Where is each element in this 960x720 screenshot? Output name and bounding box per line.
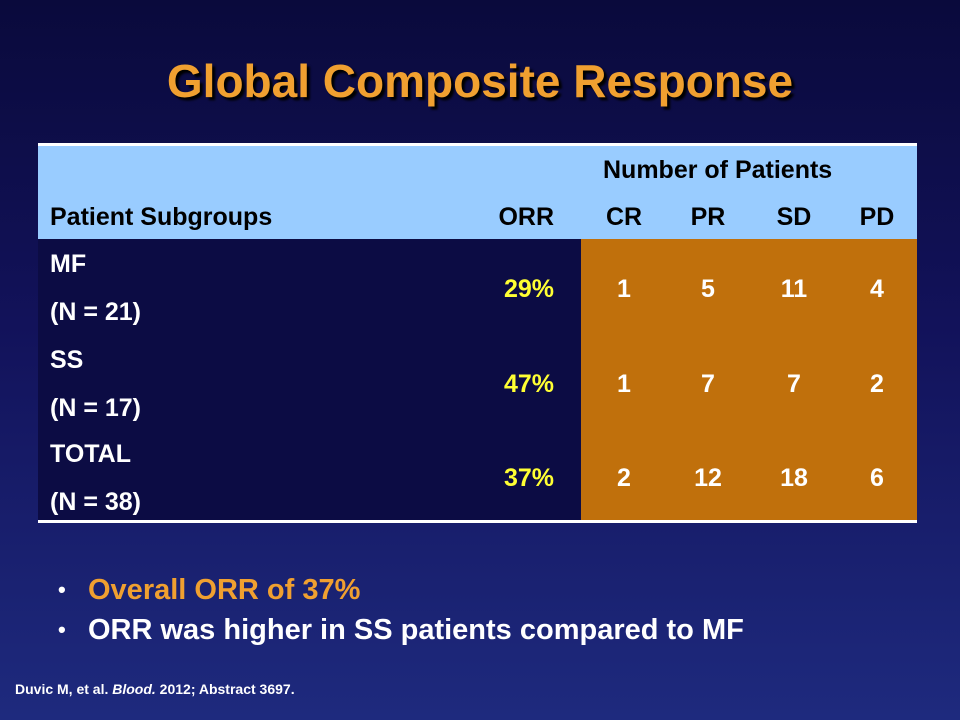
table-header-row [38,143,917,239]
row-ss-name: SS [50,346,84,374]
row-mf-pd: 4 [870,275,884,303]
citation-authors: Duvic M, et al. [15,681,113,697]
header-pr: PR [690,203,726,231]
bullet-dot-icon: • [58,617,66,642]
header-orr: ORR [498,203,554,231]
row-ss-cr: 1 [617,370,631,398]
row-ss-pr: 7 [701,370,715,398]
row-ss-n: (N = 17) [50,394,142,422]
response-table: Number of Patients Patient Subgroups ORR… [38,143,917,523]
row-total-orr: 37% [503,464,554,492]
bullet-dot-icon: • [58,577,66,602]
bullet-text-orr-comparison: ORR was higher in SS patients compared t… [88,613,744,646]
row-mf-sd: 11 [780,275,808,303]
row-mf-name: MF [50,250,87,278]
row-total-cr: 2 [617,464,631,492]
row-total-n: (N = 38) [50,488,142,516]
slide-title: Global Composite Response [166,55,794,107]
header-pd: PD [859,203,895,231]
bullet-item: • Overall ORR of 37% [58,570,744,610]
citation-footer: Duvic M, et al. Blood. 2012; Abstract 36… [15,681,295,697]
row-ss-sd: 7 [787,370,801,398]
row-ss-orr: 47% [503,370,554,398]
header-sd: SD [776,203,812,231]
row-total-pr: 12 [694,464,722,492]
row-ss-pd: 2 [870,370,884,398]
row-total-pd: 6 [870,464,884,492]
header-cr: CR [605,203,643,231]
patient-counts-highlight [581,239,917,520]
bullet-item: • ORR was higher in SS patients compared… [58,610,744,650]
row-mf-cr: 1 [617,275,631,303]
header-patient-subgroups: Patient Subgroups [50,203,273,231]
group-header-number-of-patients: Number of Patients [603,156,833,184]
bullet-text-overall-orr: Overall ORR of 37% [88,573,361,606]
bullet-list: • Overall ORR of 37% • ORR was higher in… [58,570,744,650]
citation-journal: Blood. [112,681,156,697]
row-mf-orr: 29% [503,275,554,303]
row-total-name: TOTAL [50,440,132,468]
citation-details: 2012; Abstract 3697. [155,681,295,697]
row-total-sd: 18 [780,464,808,492]
row-mf-pr: 5 [701,275,715,303]
row-mf-n: (N = 21) [50,298,142,326]
